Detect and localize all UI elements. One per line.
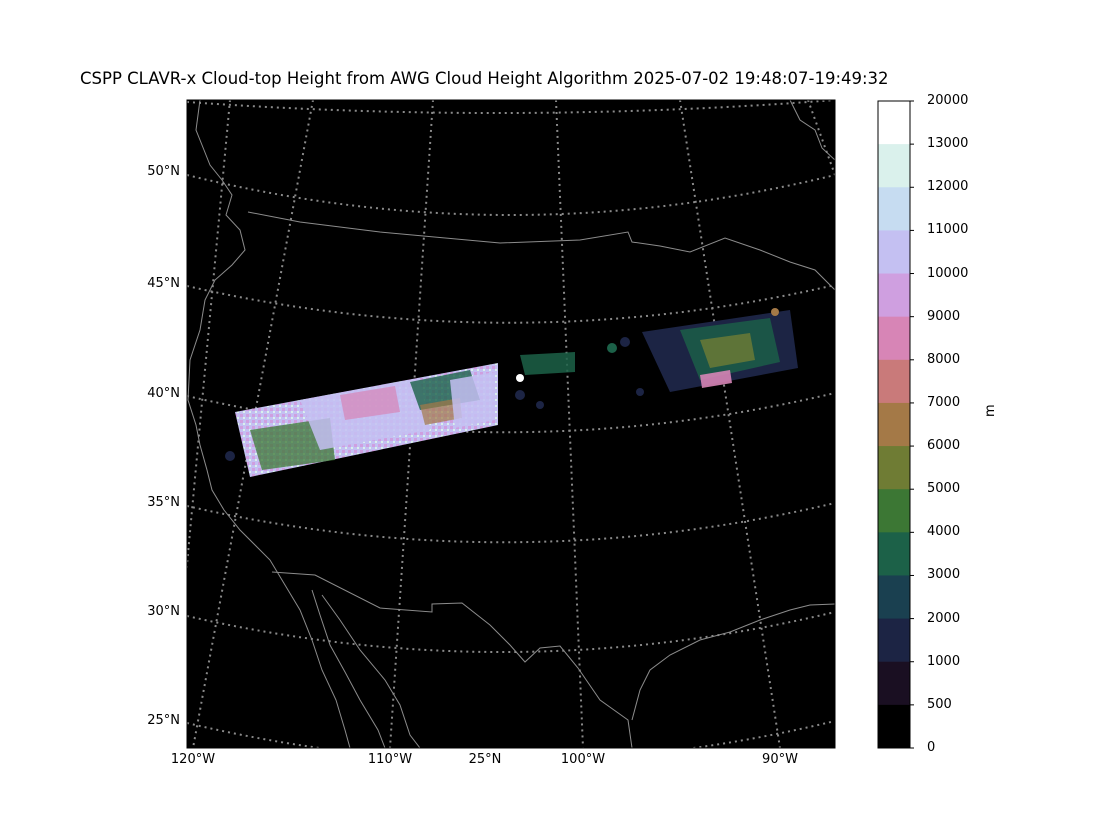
latitude-label: 35°N xyxy=(147,495,180,510)
gulf-coastline xyxy=(631,603,835,721)
colorbar-tick-label: 7000 xyxy=(927,394,961,410)
colorbar xyxy=(877,100,914,749)
cloud-speck xyxy=(515,390,525,400)
colorbar-tick-label: 4000 xyxy=(927,524,961,540)
cloud-speck xyxy=(636,388,644,396)
cloud-height-swath xyxy=(225,308,798,477)
cloud-speck xyxy=(225,451,235,461)
map-title: CSPP CLAVR-x Cloud-top Height from AWG C… xyxy=(80,69,889,88)
cloud-speck xyxy=(771,308,779,316)
cloud-speck xyxy=(516,374,524,382)
colorbar-tick-label: 0 xyxy=(927,740,936,755)
longitude-label: 100°W xyxy=(560,752,606,767)
latitude-gridlines xyxy=(187,100,835,748)
colorbar-tick-label: 9000 xyxy=(927,308,961,324)
latitude-label: 50°N xyxy=(147,164,180,179)
mexico-mainland-coast xyxy=(321,594,421,748)
colorbar-segment xyxy=(878,575,910,620)
colorbar-segment xyxy=(878,532,910,576)
gridline-lon-105 xyxy=(679,100,781,748)
colorbar-segment xyxy=(878,618,910,663)
gridline-lon-120 xyxy=(192,100,314,748)
longitude-label: 110°W xyxy=(367,752,413,767)
swath-east-olive xyxy=(700,333,755,368)
gridline-lat-55 xyxy=(187,100,835,115)
gridline-lon-110 xyxy=(555,100,584,748)
colorbar-segment xyxy=(878,489,910,533)
longitude-label: 25°N xyxy=(468,752,502,767)
longitude-label: 120°W xyxy=(170,752,216,767)
colorbar-tick-label: 2000 xyxy=(927,610,961,626)
colorbar-segment xyxy=(878,402,910,447)
us-mexico-border xyxy=(271,571,633,748)
swath-pink-west xyxy=(340,386,400,420)
coastlines-and-borders xyxy=(187,100,835,748)
cloud-speck xyxy=(536,401,544,409)
colorbar-tick-label: 6000 xyxy=(927,438,961,454)
gridline-lon-100 xyxy=(807,100,835,176)
longitude-label: 90°W xyxy=(762,752,798,767)
colorbar-segment xyxy=(878,704,910,749)
map-frame xyxy=(186,99,836,749)
colorbar-frame xyxy=(877,100,911,749)
pacific-coastline xyxy=(187,100,351,748)
colorbar-tick-label: 13000 xyxy=(927,136,969,152)
latitude-label: 40°N xyxy=(147,386,180,401)
colorbar-tick-label: 5000 xyxy=(927,481,961,497)
colorbar-tick-label: 20000 xyxy=(927,93,969,108)
colorbar-tick-label: 3000 xyxy=(927,567,961,583)
colorbar-unit-label: m xyxy=(983,404,998,417)
swath-brown-patch xyxy=(420,398,462,425)
colorbar-segment xyxy=(878,144,910,188)
swath-segment-mid xyxy=(520,352,575,375)
swath-east-pink xyxy=(700,370,732,388)
latitude-label: 25°N xyxy=(147,713,180,728)
colorbar-segment xyxy=(878,273,910,318)
colorbar-tick-label: 10000 xyxy=(927,265,969,281)
canada-us-border xyxy=(247,211,835,291)
colorbar-segment xyxy=(878,316,910,361)
colorbar-segment xyxy=(878,101,910,145)
colorbar-segment xyxy=(878,230,910,275)
latitude-label: 30°N xyxy=(147,604,180,619)
colorbar-tick-label: 500 xyxy=(927,696,952,712)
colorbar-segment xyxy=(878,446,910,490)
colorbar-tick-label: 8000 xyxy=(927,351,961,367)
colorbar-segment xyxy=(878,359,910,404)
swath-lavender-east xyxy=(450,372,495,428)
baja-coastline xyxy=(311,589,386,748)
colorbar-tick-label: 1000 xyxy=(927,653,961,669)
colorbar-tick-label: 12000 xyxy=(927,179,969,195)
colorbar-tick-label: 11000 xyxy=(927,222,969,238)
cloud-speck xyxy=(620,337,630,347)
gridline-lon-125 xyxy=(187,100,231,576)
latitude-label: 45°N xyxy=(147,276,180,291)
great-lakes-shore xyxy=(789,100,835,161)
colorbar-segment xyxy=(878,187,910,231)
colorbar-segment xyxy=(878,661,910,706)
cloud-speck xyxy=(607,343,617,353)
